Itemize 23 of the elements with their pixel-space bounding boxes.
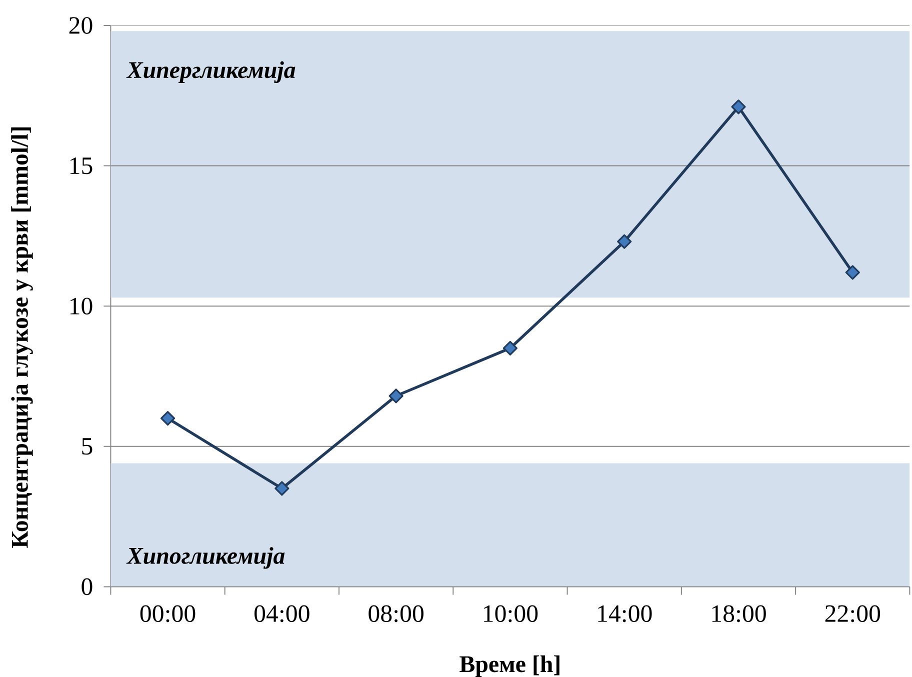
y-tick-label: 5 — [82, 438, 92, 455]
x-tick-label: 00:00 — [140, 605, 196, 622]
point — [617, 234, 632, 249]
y-axis-title: Концентрација глукозе у крви [mmol/l] — [11, 127, 33, 548]
x-tick-label: 14:00 — [598, 605, 652, 622]
y-tick-label: 20 — [69, 17, 92, 34]
x-tick-label: 18:00 — [712, 605, 766, 622]
point — [845, 265, 860, 280]
x-tick-label: 08:00 — [368, 605, 424, 622]
point — [274, 481, 290, 496]
point — [502, 340, 518, 356]
x-tick-label: 22:00 — [825, 605, 880, 622]
point — [388, 388, 404, 404]
y-tick-label: 15 — [70, 157, 92, 174]
y-tick-label: 10 — [70, 298, 92, 315]
band-label: Хипогликемија — [126, 547, 285, 569]
x-tick-label: 10:00 — [484, 605, 538, 622]
point — [731, 100, 746, 114]
y-tick-label: 0 — [82, 578, 92, 596]
point — [160, 411, 176, 426]
x-axis-title: Време [h] — [460, 655, 560, 677]
x-tick-label: 04:00 — [254, 605, 310, 622]
band-label: Хипергликемија — [126, 61, 296, 83]
